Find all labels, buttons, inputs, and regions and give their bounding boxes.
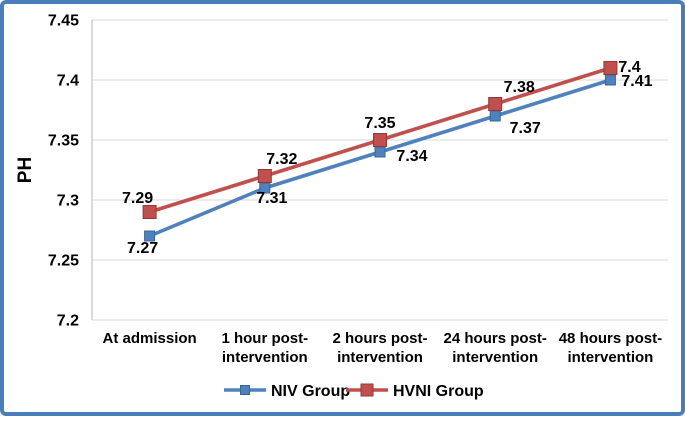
x-axis-label: 2 hours post-intervention (332, 330, 427, 366)
data-point-marker (374, 146, 386, 158)
x-axis-label: 1 hour post-intervention (221, 330, 308, 366)
data-point-label: 7.29 (122, 190, 153, 207)
data-point-marker (604, 74, 616, 86)
data-point-label: 7.27 (127, 240, 158, 257)
data-point-marker (373, 133, 387, 147)
data-point-marker (142, 205, 157, 219)
data-point-label: 7.37 (510, 120, 541, 137)
data-point-label: 7.4 (618, 59, 640, 76)
data-point-marker (603, 61, 618, 75)
x-axis-label: 24 hours post-intervention (444, 330, 547, 366)
legend-label: NIV Group (271, 383, 350, 400)
legend-marker-swatch (240, 385, 250, 395)
legend-marker-swatch (360, 383, 374, 397)
data-point-marker (489, 110, 501, 122)
legend-label: HVNI Group (393, 383, 484, 400)
y-axis-title: PH (15, 157, 36, 183)
data-point-label: 7.32 (266, 151, 297, 168)
data-point-label: 7.31 (256, 190, 287, 207)
data-point-marker (144, 230, 156, 242)
data-point-label: 7.38 (504, 79, 535, 96)
x-axis-label: At admission (103, 330, 197, 347)
legend-item-hvni-group: HVNI Group (346, 383, 484, 400)
y-tick-label: 7.3 (57, 193, 79, 210)
data-point-label: 7.35 (364, 115, 395, 132)
y-tick-label: 7.25 (48, 253, 79, 270)
data-point-label: 7.41 (621, 73, 652, 90)
legend-item-niv-group: NIV Group (224, 383, 350, 400)
y-tick-label: 7.35 (48, 133, 79, 150)
x-axis-label: 48 hours post-intervention (559, 330, 662, 366)
y-tick-label: 7.4 (57, 73, 79, 90)
y-tick-label: 7.2 (57, 313, 79, 330)
data-point-label: 7.34 (396, 148, 427, 165)
data-point-marker (488, 97, 503, 111)
y-tick-label: 7.45 (48, 13, 79, 30)
data-point-marker (257, 169, 272, 183)
